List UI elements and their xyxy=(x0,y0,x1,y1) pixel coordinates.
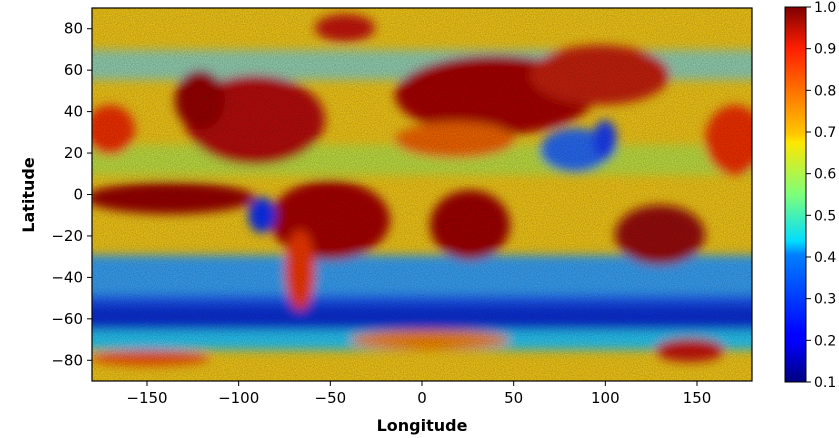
y-axis-label: Latitude xyxy=(19,157,38,233)
x-axis-ticks: −150 −100 −50 0 50 100 150 xyxy=(126,381,711,407)
colorbar-tick-label: 0.2 xyxy=(814,333,836,349)
y-tick-label: 60 xyxy=(64,61,83,79)
x-tick-label: −50 xyxy=(315,389,347,407)
x-tick-label: 150 xyxy=(683,389,712,407)
y-tick-label: −40 xyxy=(51,268,83,286)
x-tick-label: −100 xyxy=(218,389,259,407)
colorbar-tick-label: 0.1 xyxy=(814,375,836,391)
colorbar-tick-label: 0.7 xyxy=(814,125,836,141)
y-axis-ticks: 80 60 40 20 0 −20 −40 −60 −80 xyxy=(51,20,92,369)
colorbar-ticks: 1.0 0.9 0.8 0.7 0.6 0.5 0.4 0.3 0.2 0.1 xyxy=(806,0,836,391)
colorbar-tick-label: 0.3 xyxy=(814,292,836,308)
colorbar-tick-label: 0.6 xyxy=(814,167,836,183)
colorbar-gradient xyxy=(784,6,807,383)
heatmap-plot-area xyxy=(92,8,752,381)
x-tick-label: 100 xyxy=(591,389,620,407)
x-tick-label: −150 xyxy=(126,389,167,407)
colorbar: 1.0 0.9 0.8 0.7 0.6 0.5 0.4 0.3 0.2 0.1 xyxy=(784,0,836,391)
colorbar-tick-label: 0.8 xyxy=(814,83,836,99)
y-tick-label: −80 xyxy=(51,351,83,369)
y-tick-label: 20 xyxy=(64,144,83,162)
colorbar-tick-label: 0.4 xyxy=(814,250,836,266)
colorbar-tick-label: 0.9 xyxy=(814,42,836,58)
colorbar-tick-label: 0.5 xyxy=(814,208,836,224)
colorbar-tick-label: 1.0 xyxy=(814,0,836,16)
x-axis-label: Longitude xyxy=(377,416,468,435)
y-tick-label: 80 xyxy=(64,20,83,38)
y-tick-label: −60 xyxy=(51,310,83,328)
y-tick-label: 40 xyxy=(64,103,83,121)
y-tick-label: −20 xyxy=(51,227,83,245)
x-tick-label: 0 xyxy=(417,389,427,407)
x-tick-label: 50 xyxy=(504,389,523,407)
y-tick-label: 0 xyxy=(73,186,83,204)
